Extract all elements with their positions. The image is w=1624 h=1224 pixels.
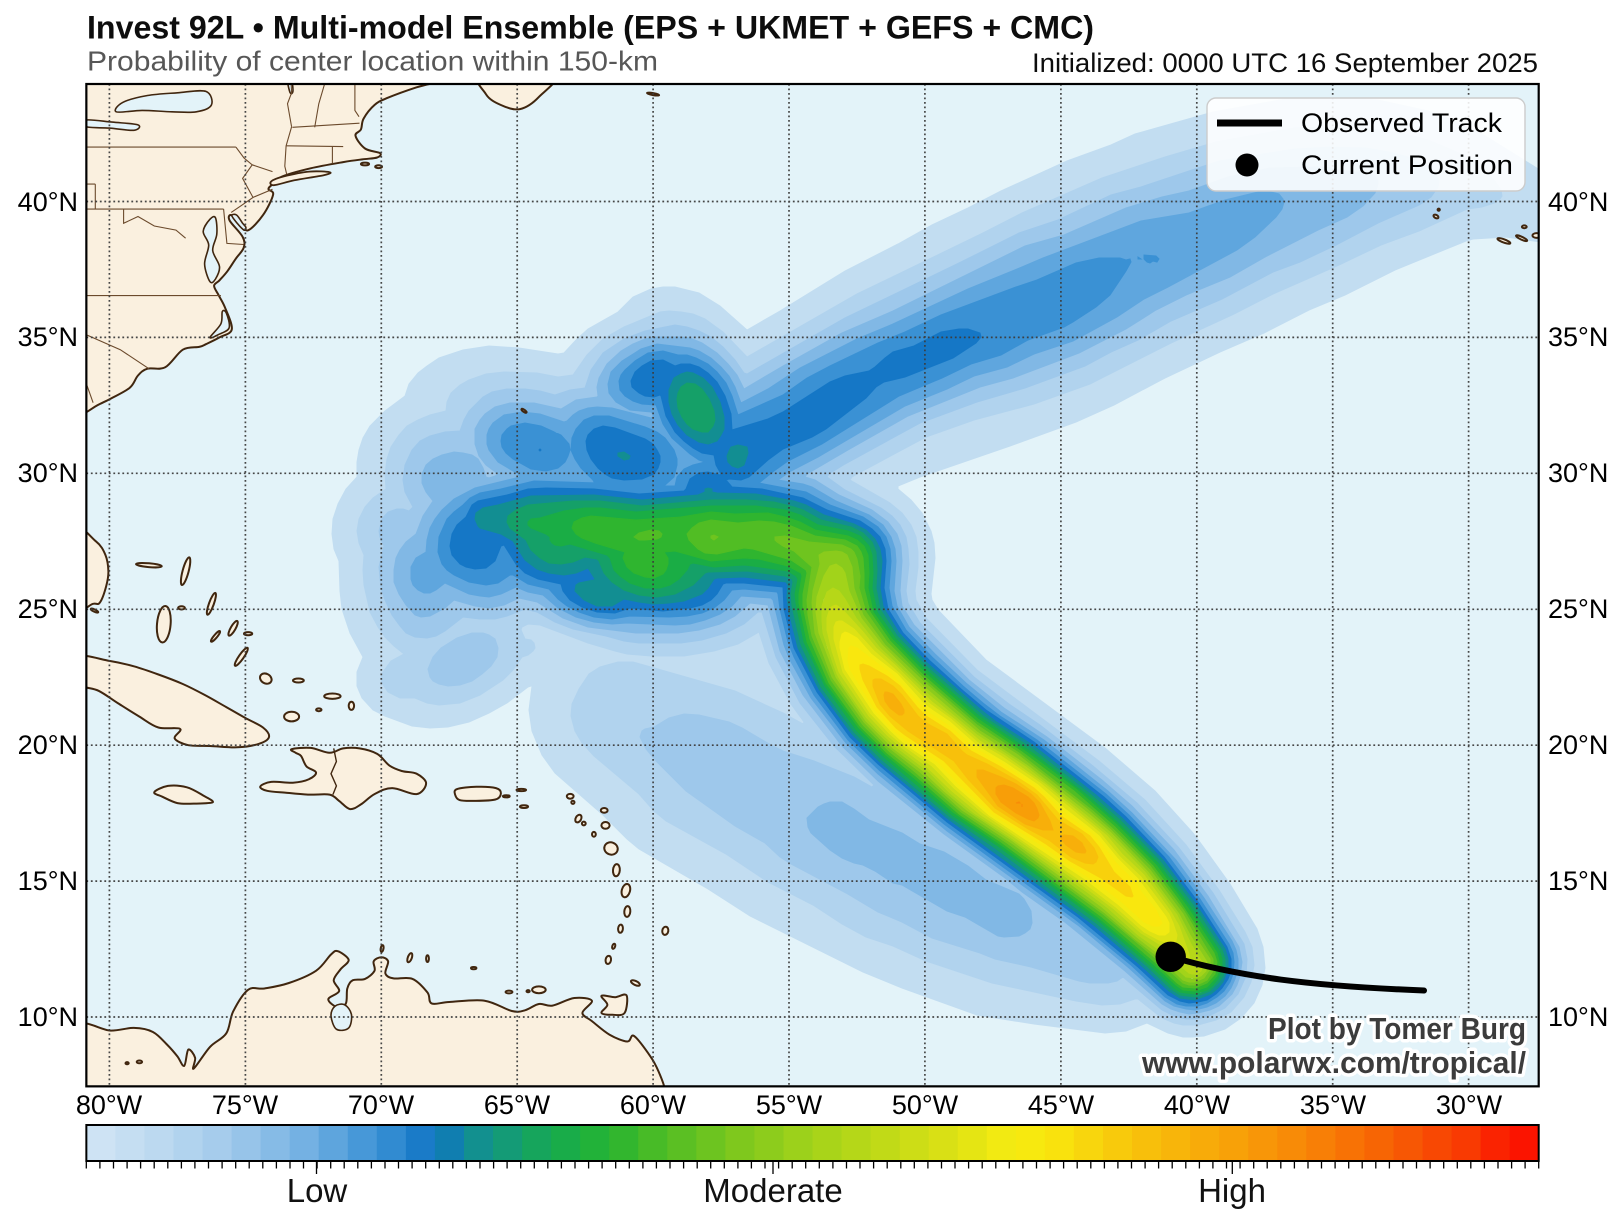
svg-text:Low: Low xyxy=(287,1172,348,1209)
svg-text:Initialized: 0000 UTC 16 Septe: Initialized: 0000 UTC 16 September 2025 xyxy=(1032,48,1538,78)
svg-text:15°N: 15°N xyxy=(1548,866,1608,896)
svg-text:25°N: 25°N xyxy=(1548,594,1608,624)
svg-text:60°W: 60°W xyxy=(620,1090,687,1120)
svg-text:10°N: 10°N xyxy=(1548,1002,1608,1032)
svg-text:70°W: 70°W xyxy=(348,1090,415,1120)
svg-text:50°W: 50°W xyxy=(892,1090,959,1120)
svg-text:Observed Track: Observed Track xyxy=(1301,108,1503,138)
svg-text:30°N: 30°N xyxy=(18,458,78,488)
svg-text:15°N: 15°N xyxy=(18,866,78,896)
svg-text:30°N: 30°N xyxy=(1548,458,1608,488)
svg-text:55°W: 55°W xyxy=(756,1090,823,1120)
svg-text:40°W: 40°W xyxy=(1164,1090,1231,1120)
svg-text:45°W: 45°W xyxy=(1028,1090,1095,1120)
svg-text:25°N: 25°N xyxy=(18,594,78,624)
svg-text:65°W: 65°W xyxy=(484,1090,551,1120)
svg-text:40°N: 40°N xyxy=(18,187,78,217)
svg-text:Plot by Tomer Burg: Plot by Tomer Burg xyxy=(1268,1011,1526,1046)
svg-text:10°N: 10°N xyxy=(18,1002,78,1032)
svg-text:High: High xyxy=(1198,1172,1266,1209)
svg-text:75°W: 75°W xyxy=(212,1090,279,1120)
svg-text:40°N: 40°N xyxy=(1548,187,1608,217)
svg-text:Current Position: Current Position xyxy=(1301,150,1513,180)
svg-text:20°N: 20°N xyxy=(18,730,78,760)
svg-text:35°W: 35°W xyxy=(1300,1090,1367,1120)
svg-text:20°N: 20°N xyxy=(1548,730,1608,760)
svg-text:35°N: 35°N xyxy=(18,322,78,352)
svg-text:30°W: 30°W xyxy=(1436,1090,1503,1120)
svg-text:Invest 92L • Multi-model Ensem: Invest 92L • Multi-model Ensemble (EPS +… xyxy=(87,10,1094,46)
svg-text:80°W: 80°W xyxy=(76,1090,143,1120)
svg-text:Moderate: Moderate xyxy=(703,1172,842,1209)
svg-text:35°N: 35°N xyxy=(1548,322,1608,352)
svg-text:www.polarwx.com/tropical/: www.polarwx.com/tropical/ xyxy=(1141,1045,1526,1080)
svg-text:Probability of center location: Probability of center location within 15… xyxy=(87,46,658,77)
